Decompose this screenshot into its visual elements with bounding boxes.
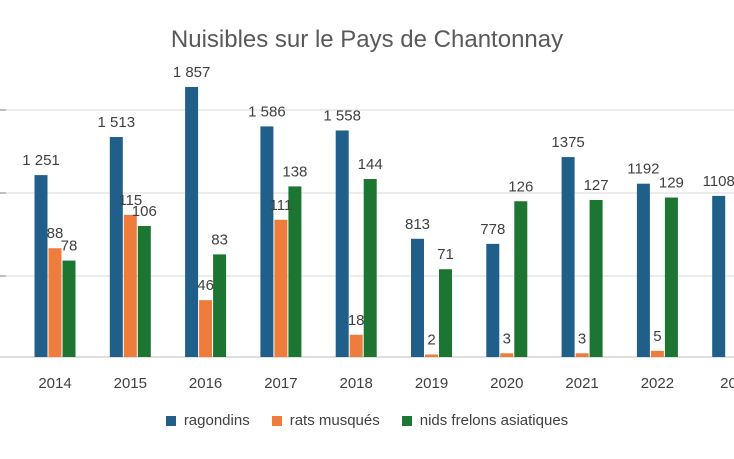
data-label-nids-frelons-2020: 126 xyxy=(508,178,533,195)
data-label-nids-frelons-2016: 83 xyxy=(211,231,228,248)
legend-item-rats-musques: rats musqués xyxy=(271,412,380,429)
bar-nids-frelons-2018 xyxy=(363,179,377,357)
bar-ragondins-2016 xyxy=(185,87,199,357)
data-label-ragondins-2020: 778 xyxy=(480,221,505,238)
legend-swatch-ragondins xyxy=(165,415,176,426)
chart-title: Nuisibles sur le Pays de Chantonnay xyxy=(170,26,564,53)
x-tick-label-2022: 2022 xyxy=(641,375,674,392)
data-label-nids-frelons-2018: 144 xyxy=(358,156,383,173)
bar-rats-musques-2015 xyxy=(123,214,137,357)
x-tick-label-2016: 2016 xyxy=(189,375,222,392)
data-label-rats-musques-2015: 115 xyxy=(118,192,142,209)
bar-ragondins-2019 xyxy=(411,238,424,357)
data-label-nids-frelons-2019: 71 xyxy=(437,246,454,263)
data-label-rats-musques-2019: 2 xyxy=(427,332,435,349)
legend-label-ragondins: ragondins xyxy=(183,412,250,429)
data-label-nids-frelons-2017: 138 xyxy=(282,163,307,180)
data-label-ragondins-2018: 1 558 xyxy=(323,107,361,124)
x-axis-ticks: 2014 2015 2016 2017 2018 2019 2020 2021 2022 202 xyxy=(38,375,734,392)
bar-rats-musques-2020 xyxy=(500,353,514,357)
bar-ragondins-2018 xyxy=(335,130,349,357)
x-tick-label-2021: 2021 xyxy=(565,375,598,392)
bar-nids-frelons-2019 xyxy=(439,269,452,357)
bar-nids-frelons-2016 xyxy=(213,254,227,357)
x-tick-label-2014: 2014 xyxy=(38,375,71,392)
x-tick-label-2018: 2018 xyxy=(340,375,373,392)
legend-label-rats-musques: rats musqués xyxy=(289,412,380,429)
bar-rats-musques-2017 xyxy=(274,219,288,357)
data-label-nids-frelons-2022: 129 xyxy=(659,175,684,192)
bar-ragondins-2021 xyxy=(561,157,575,357)
data-label-ragondins-2016: 1 857 xyxy=(173,64,211,81)
data-label-ragondins-2014: 1 251 xyxy=(22,152,60,169)
bar-nids-frelons-2022 xyxy=(664,197,678,357)
bar-rats-musques-2021 xyxy=(575,353,589,357)
bar-ragondins-2023 xyxy=(712,195,726,357)
bar-nids-frelons-2015 xyxy=(137,225,151,357)
data-label-rats-musques-2017: 111 xyxy=(269,197,292,214)
legend-swatch-rats-musques xyxy=(271,415,282,426)
data-label-rats-musques-2020: 3 xyxy=(503,330,511,347)
bar-rats-musques-2019 xyxy=(425,354,438,357)
bar-ragondins-2020 xyxy=(486,243,500,357)
x-tick-label-2019: 2019 xyxy=(415,375,448,392)
data-label-rats-musques-2014: 88 xyxy=(47,225,64,242)
data-label-rats-musques-2022: 5 xyxy=(653,328,661,345)
legend-item-nids-frelons: nids frelons asiatiques xyxy=(401,412,569,429)
data-label-nids-frelons-2015: 106 xyxy=(132,203,157,220)
bar-rats-musques-2016 xyxy=(199,300,213,357)
bar-rats-musques-2022 xyxy=(650,350,664,357)
bar-ragondins-2017 xyxy=(260,126,274,358)
bars xyxy=(34,87,726,358)
legend-item-ragondins: ragondins xyxy=(165,412,250,429)
bar-ragondins-2022 xyxy=(636,183,650,357)
data-label-nids-frelons-2021: 127 xyxy=(584,177,609,194)
data-label-nids-frelons-2014: 78 xyxy=(61,238,78,255)
data-label-rats-musques-2018: 18 xyxy=(348,312,365,329)
bar-nids-frelons-2020 xyxy=(514,201,528,357)
legend: ragondins rats musqués nids frelons asia… xyxy=(0,412,734,429)
data-label-ragondins-2021: 1375 xyxy=(551,134,584,151)
x-tick-label-2023: 202 xyxy=(720,375,734,392)
data-label-ragondins-2015: 1 513 xyxy=(98,114,136,131)
bar-rats-musques-2014 xyxy=(48,248,62,357)
data-label-rats-musques-2021: 3 xyxy=(578,330,586,347)
data-label-ragondins-2023: 1108 xyxy=(703,173,734,190)
bar-rats-musques-2018 xyxy=(349,334,363,357)
data-label-ragondins-2022: 1192 xyxy=(627,161,659,178)
bar-nids-frelons-2014 xyxy=(62,260,76,357)
x-tick-label-2017: 2017 xyxy=(264,375,297,392)
data-label-ragondins-2017: 1 586 xyxy=(248,103,286,120)
legend-swatch-nids-frelons xyxy=(401,415,412,426)
x-tick-label-2015: 2015 xyxy=(114,375,147,392)
x-tick-label-2020: 2020 xyxy=(490,375,523,392)
bar-ragondins-2015 xyxy=(109,137,123,357)
bar-ragondins-2014 xyxy=(34,175,48,357)
legend-label-nids-frelons: nids frelons asiatiques xyxy=(419,412,569,429)
data-label-rats-musques-2016: 46 xyxy=(197,277,214,294)
bar-nids-frelons-2021 xyxy=(589,200,603,357)
data-label-ragondins-2019: 813 xyxy=(405,216,430,233)
bar-nids-frelons-2017 xyxy=(288,186,302,357)
